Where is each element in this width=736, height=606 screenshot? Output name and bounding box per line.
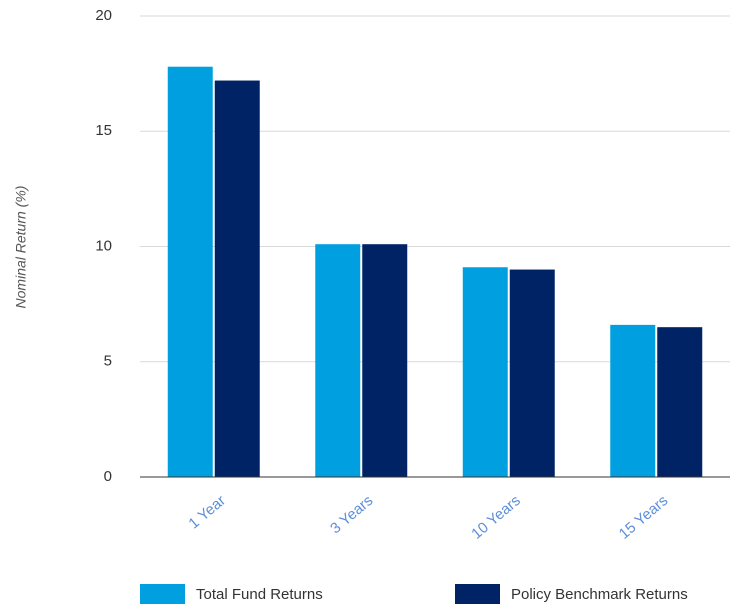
x-tick-label: 15 Years bbox=[616, 492, 672, 543]
bar bbox=[362, 244, 408, 477]
y-tick-label: 0 bbox=[104, 468, 112, 485]
y-tick-label: 15 bbox=[95, 122, 112, 139]
y-tick-label: 10 bbox=[95, 237, 112, 254]
bar bbox=[214, 80, 260, 477]
bar bbox=[610, 324, 656, 477]
legend-label: Total Fund Returns bbox=[196, 586, 323, 603]
y-axis-title: Nominal Return (%) bbox=[13, 186, 29, 309]
y-tick-label: 20 bbox=[95, 7, 112, 24]
legend-swatch bbox=[455, 584, 500, 604]
x-tick-label: 10 Years bbox=[468, 492, 524, 543]
legend-label: Policy Benchmark Returns bbox=[511, 586, 688, 603]
y-tick-label: 5 bbox=[104, 353, 112, 370]
bar bbox=[509, 269, 555, 477]
x-tick-label: 1 Year bbox=[185, 492, 229, 532]
bar bbox=[657, 327, 703, 477]
legend-swatch bbox=[140, 584, 185, 604]
x-tick-label: 3 Years bbox=[327, 492, 376, 537]
bar bbox=[167, 66, 213, 478]
bar bbox=[462, 267, 508, 477]
bar bbox=[315, 244, 361, 477]
